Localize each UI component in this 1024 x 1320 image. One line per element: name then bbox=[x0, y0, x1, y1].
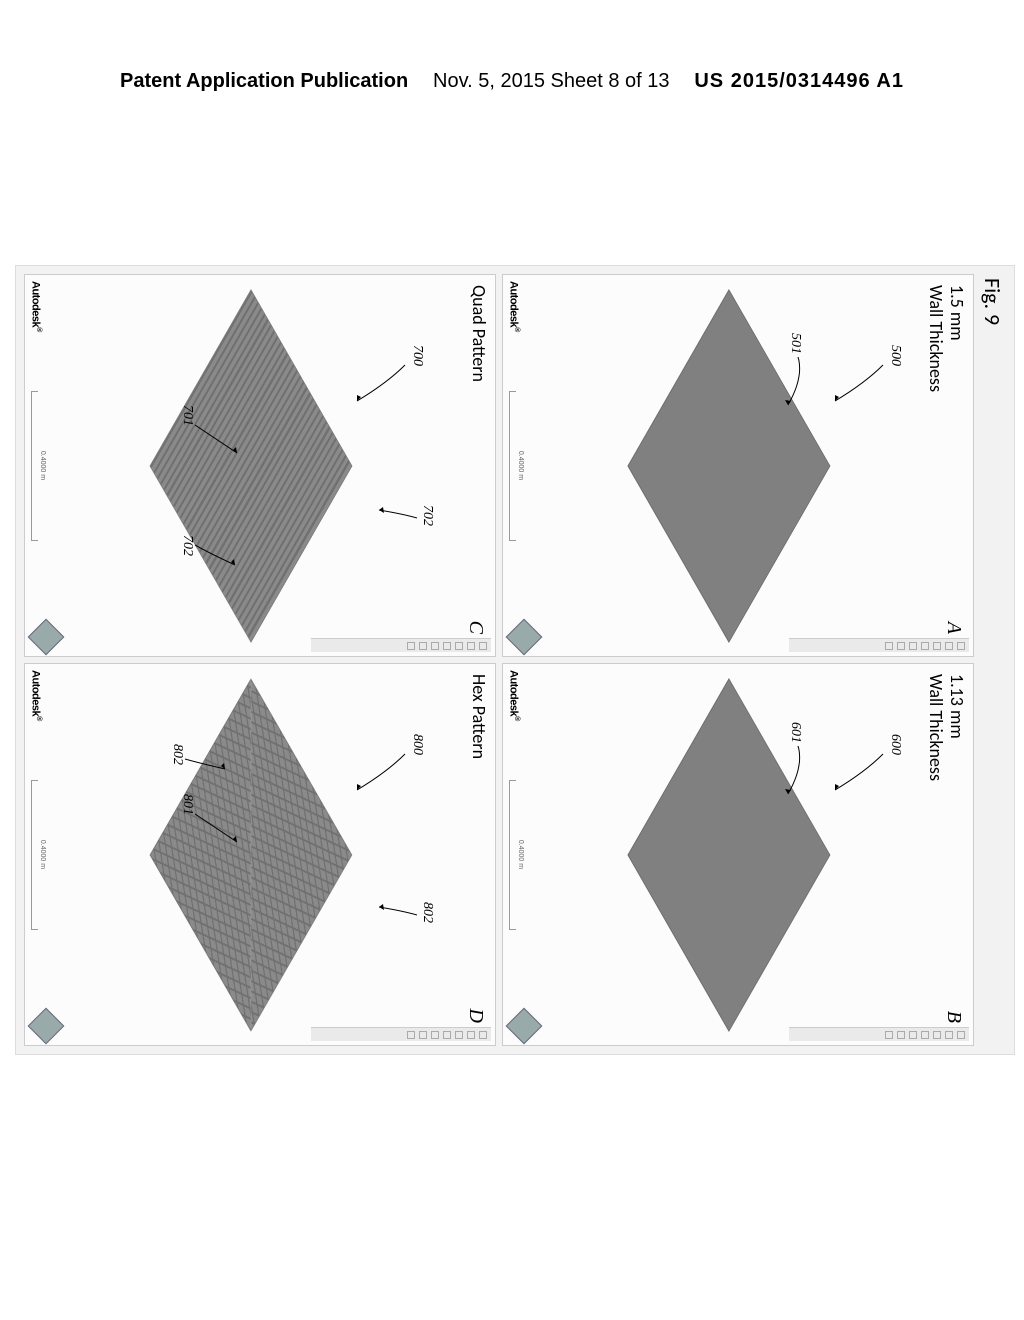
ref-600: 600 bbox=[887, 734, 903, 755]
reg-mark: ® bbox=[35, 716, 42, 721]
panel-c: Quad Pattern C 700 701 702 702 bbox=[24, 274, 496, 657]
panel-d-title: Hex Pattern bbox=[468, 674, 489, 759]
leader-702a bbox=[416, 518, 417, 519]
leader-800 bbox=[404, 754, 405, 755]
reg-mark: ® bbox=[513, 327, 520, 332]
panel-c-title: Quad Pattern bbox=[468, 285, 489, 382]
autodesk-logo: Autodesk® bbox=[29, 281, 42, 332]
panel-a-letter: A bbox=[942, 622, 965, 634]
ref-500: 500 bbox=[887, 345, 903, 366]
scalebar-label: 0.4000 m bbox=[517, 840, 524, 869]
brand-text: Autodesk bbox=[507, 670, 519, 716]
leader-702b bbox=[194, 545, 195, 546]
panel-c-letter: C bbox=[464, 621, 487, 634]
panel-a-title-line2: Wall Thickness bbox=[925, 285, 947, 392]
leader-801 bbox=[194, 814, 195, 815]
viewcube-icon[interactable] bbox=[506, 1008, 543, 1045]
leader-700 bbox=[404, 365, 405, 366]
panel-c-title-line1: Quad Pattern bbox=[468, 285, 490, 382]
scalebar-label: 0.4000 m bbox=[517, 451, 524, 480]
brand-text: Autodesk bbox=[507, 281, 519, 327]
leader-501 bbox=[797, 357, 798, 358]
scalebar bbox=[31, 391, 39, 541]
leader-600 bbox=[882, 754, 883, 755]
scalebar bbox=[509, 391, 517, 541]
patent-header: Patent Application Publication Nov. 5, 2… bbox=[0, 70, 1024, 93]
panel-a-title: 1.5 mm Wall Thickness bbox=[926, 285, 967, 392]
brand-text: Autodesk bbox=[29, 281, 41, 327]
ref-701: 701 bbox=[179, 405, 195, 426]
panel-d-title-line1: Hex Pattern bbox=[468, 674, 490, 759]
figure-label: Fig. 9 bbox=[979, 278, 1006, 325]
reg-mark: ® bbox=[35, 327, 42, 332]
leader-601 bbox=[797, 746, 798, 747]
ref-800: 800 bbox=[409, 734, 425, 755]
autodesk-logo: Autodesk® bbox=[507, 670, 520, 721]
panel-b-letter: B bbox=[942, 1011, 965, 1023]
panel-b-title-line2: Wall Thickness bbox=[925, 674, 947, 781]
panel-grid: 1.5 mm Wall Thickness A 500 501 0.4 bbox=[24, 274, 974, 1046]
leader-802b bbox=[184, 759, 185, 760]
panel-b-title-line1: 1.13 mm bbox=[946, 674, 968, 739]
leader-701 bbox=[194, 425, 195, 426]
leader-500 bbox=[882, 365, 883, 366]
header-center: Nov. 5, 2015 Sheet 8 of 13 bbox=[433, 70, 669, 93]
panel-b: 1.13 mm Wall Thickness B 600 601 0. bbox=[502, 663, 974, 1046]
panel-d: Hex Pattern D 800 801 802 802 bbox=[24, 663, 496, 1046]
ref-700: 700 bbox=[409, 345, 425, 366]
reg-mark: ® bbox=[513, 716, 520, 721]
panel-a: 1.5 mm Wall Thickness A 500 501 0.4 bbox=[502, 274, 974, 657]
ref-601: 601 bbox=[787, 722, 803, 743]
panel-a-title-line1: 1.5 mm bbox=[946, 285, 968, 341]
ref-501: 501 bbox=[787, 333, 803, 354]
panel-b-title: 1.13 mm Wall Thickness bbox=[926, 674, 967, 781]
header-right: US 2015/0314496 A1 bbox=[694, 70, 904, 93]
brand-text: Autodesk bbox=[29, 670, 41, 716]
ref-702a: 702 bbox=[419, 505, 435, 526]
scalebar bbox=[509, 780, 517, 930]
leader-802a bbox=[416, 915, 417, 916]
figure-container: Fig. 9 1.5 mm Wall Thickness A 500 501 bbox=[15, 265, 1015, 1055]
panel-d-letter: D bbox=[464, 1009, 487, 1023]
autodesk-logo: Autodesk® bbox=[29, 670, 42, 721]
ref-802a: 802 bbox=[419, 902, 435, 923]
autodesk-logo: Autodesk® bbox=[507, 281, 520, 332]
viewcube-icon[interactable] bbox=[506, 619, 543, 656]
header-left: Patent Application Publication bbox=[120, 70, 408, 93]
